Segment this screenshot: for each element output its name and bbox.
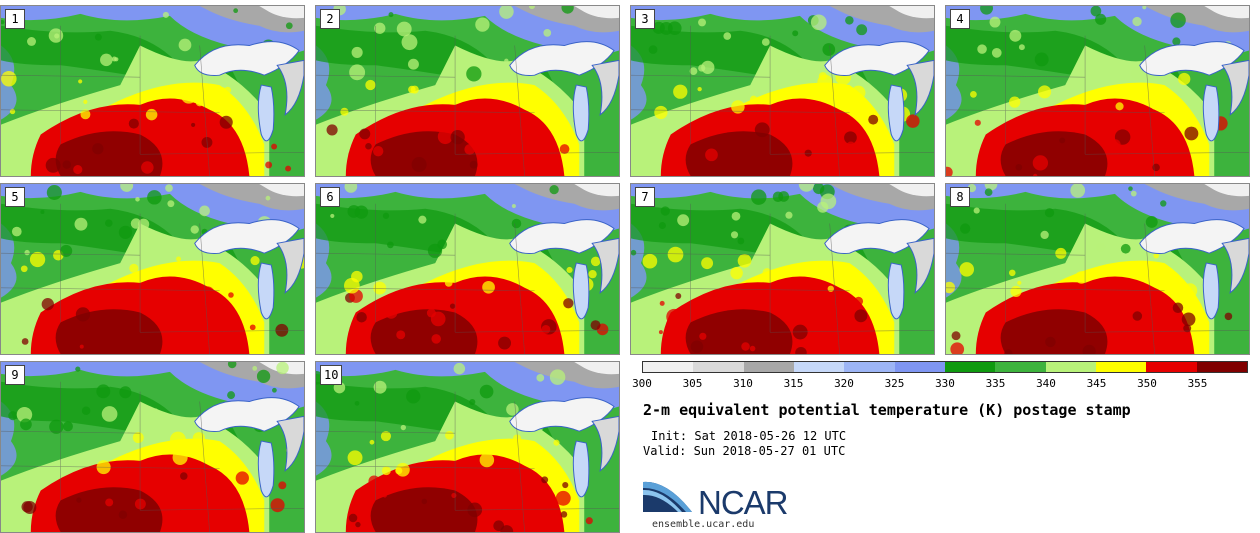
colorbar-segment-6 bbox=[944, 362, 996, 372]
colorbar-ticks: 300 305 310 315 320 325 330 335 340 345 350 355 bbox=[632, 377, 1260, 391]
colorbar-segment-11 bbox=[1196, 362, 1247, 372]
member-panel-7: 7 bbox=[630, 183, 935, 355]
colorbar-segment-10 bbox=[1146, 362, 1197, 372]
member-panel-8: 8 bbox=[945, 183, 1250, 355]
init-time: Init: Sat 2018-05-26 12 UTC bbox=[651, 429, 847, 443]
colorbar-segment-2 bbox=[743, 362, 794, 372]
colorbar-tick-label: 310 bbox=[733, 377, 753, 390]
member-number-badge: 6 bbox=[320, 187, 340, 207]
colorbar-tick-label: 330 bbox=[935, 377, 955, 390]
colorbar-segment-1 bbox=[693, 362, 744, 372]
colorbar-tick-label: 320 bbox=[834, 377, 854, 390]
colorbar-tick-label: 315 bbox=[783, 377, 804, 390]
colorbar-segment-4 bbox=[844, 362, 895, 372]
colorbar-tick-label: 345 bbox=[1086, 377, 1107, 390]
valid-time: Valid: Sun 2018-05-27 01 UTC bbox=[643, 444, 846, 458]
colorbar-tick-label: 300 bbox=[632, 377, 652, 390]
colorbar-segment-5 bbox=[894, 362, 945, 372]
member-panel-1: 1 bbox=[0, 5, 305, 177]
member-panel-5: 5 bbox=[0, 183, 305, 355]
member-panel-6: 6 bbox=[315, 183, 620, 355]
member-panel-10: 10 bbox=[315, 361, 620, 533]
member-panel-2: 2 bbox=[315, 5, 620, 177]
member-number-badge: 1 bbox=[5, 9, 25, 29]
ncar-logo-icon bbox=[643, 481, 692, 512]
member-number-badge: 3 bbox=[635, 9, 655, 29]
member-panel-9: 9 bbox=[0, 361, 305, 533]
colorbar bbox=[642, 361, 1248, 373]
member-panel-4: 4 bbox=[945, 5, 1250, 177]
member-number-badge: 7 bbox=[635, 187, 655, 207]
chart-title: 2-m equivalent potential temperature (K)… bbox=[643, 401, 1131, 419]
member-number-badge: 8 bbox=[950, 187, 970, 207]
member-panel-3: 3 bbox=[630, 5, 935, 177]
colorbar-segment-3 bbox=[793, 362, 845, 372]
colorbar-segment-7 bbox=[995, 362, 1046, 372]
member-number-badge: 5 bbox=[5, 187, 25, 207]
colorbar-tick-label: 340 bbox=[1036, 377, 1056, 390]
member-number-badge: 9 bbox=[5, 365, 25, 385]
ensemble-url: ensemble.ucar.edu bbox=[652, 519, 755, 530]
member-number-badge: 4 bbox=[950, 9, 970, 29]
ncar-logo-text: NCAR bbox=[698, 484, 789, 521]
colorbar-segment-9 bbox=[1095, 362, 1147, 372]
colorbar-tick-label: 305 bbox=[682, 377, 703, 390]
colorbar-tick-label: 355 bbox=[1187, 377, 1208, 390]
colorbar-tick-label: 350 bbox=[1137, 377, 1157, 390]
colorbar-segment-0 bbox=[643, 362, 694, 372]
colorbar-tick-label: 325 bbox=[884, 377, 905, 390]
member-number-badge: 2 bbox=[320, 9, 340, 29]
colorbar-tick-label: 335 bbox=[985, 377, 1006, 390]
member-number-badge: 10 bbox=[320, 365, 343, 385]
colorbar-segment-8 bbox=[1045, 362, 1096, 372]
